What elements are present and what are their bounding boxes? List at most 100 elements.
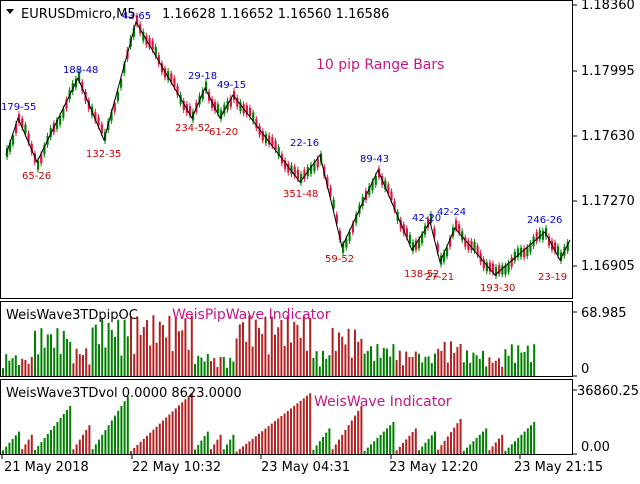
histogram-bar [245, 443, 248, 454]
histogram-bar [360, 406, 363, 454]
histogram-bar [354, 415, 356, 454]
histogram-bar [469, 362, 472, 376]
range-bar [71, 83, 74, 93]
wave-label-up: 188-48 [63, 65, 98, 76]
histogram-bar [446, 362, 449, 376]
histogram-bar [354, 329, 356, 376]
histogram-bar [46, 434, 49, 454]
range-bar [332, 199, 335, 209]
histogram-bar [27, 439, 30, 454]
histogram-bar [280, 319, 283, 376]
range-bar [374, 175, 377, 185]
histogram-bar [264, 316, 267, 376]
histogram-bar [283, 345, 286, 376]
wave-label-up: 22-16 [290, 138, 319, 149]
histogram-bar [78, 354, 81, 376]
histogram-bar [376, 438, 379, 454]
histogram-bar [69, 406, 72, 454]
pip-wave-panel[interactable]: WeisWave3TDpipOC WeisPipWave Indicator [0, 301, 573, 377]
histogram-bar [421, 362, 424, 376]
histogram-bar [117, 410, 120, 454]
histogram-bar [238, 448, 241, 454]
histogram-bar [302, 315, 305, 376]
histogram-bar [149, 345, 152, 376]
range-bar [248, 107, 252, 117]
range-bar [170, 73, 173, 83]
histogram-bar [203, 436, 206, 454]
pip-axis-zero-label: 0 [581, 362, 589, 377]
range-bar [287, 163, 290, 173]
histogram-bar [216, 439, 219, 454]
histogram-bar [357, 341, 360, 376]
histogram-bar [507, 447, 510, 454]
histogram-bar [318, 441, 321, 454]
histogram-bar [11, 439, 14, 454]
wave-label-down: 138-52 [404, 269, 439, 280]
time-label: 22 May 10:32 [132, 460, 221, 475]
histogram-bar [235, 451, 238, 454]
histogram-bar [514, 362, 516, 376]
chart-menu-triangle-icon[interactable] [6, 9, 14, 14]
histogram-bar [107, 322, 110, 376]
range-bar [507, 262, 510, 272]
range-bar [211, 98, 214, 108]
histogram-bar [37, 354, 40, 376]
range-bar [495, 267, 498, 277]
range-bar [501, 265, 504, 275]
range-bar [351, 223, 355, 233]
histogram-bar [517, 438, 520, 454]
price-axis[interactable]: 1.18360 1.17995 1.17630 1.17270 1.16905 [573, 0, 635, 274]
histogram-bar [85, 348, 88, 376]
histogram-bar [366, 447, 369, 454]
range-bar [258, 126, 261, 136]
volume-indicator-name: WeisWave3TDvol 0.0000 8623.0000 [6, 386, 242, 401]
histogram-bar [181, 402, 184, 454]
histogram-bar [27, 363, 30, 376]
range-bar [55, 119, 59, 129]
range-bar [116, 91, 119, 101]
time-axis[interactable]: 21 May 2018 22 May 10:32 23 May 04:31 23… [1, 455, 603, 475]
histogram-bar [136, 316, 139, 376]
histogram-bar [475, 355, 478, 376]
range-bar [405, 228, 409, 238]
histogram-bar [485, 428, 488, 454]
histogram-bar [434, 431, 436, 454]
histogram-bar [507, 355, 510, 376]
range-bar [449, 237, 452, 247]
histogram-bar [466, 447, 468, 454]
histogram-bar [482, 431, 484, 454]
histogram-bar [459, 344, 462, 376]
histogram-bar [8, 360, 11, 376]
range-bar [59, 115, 62, 125]
histogram-bar [411, 356, 414, 376]
histogram-bar [456, 347, 459, 376]
histogram-bar [427, 356, 430, 376]
histogram-bar [152, 429, 155, 454]
histogram-bar [504, 450, 507, 454]
range-bar [252, 112, 255, 122]
histogram-bar [258, 433, 260, 454]
histogram-bar [472, 441, 475, 454]
histogram-bar [194, 364, 196, 376]
histogram-bar [370, 346, 372, 376]
histogram-bar [306, 395, 308, 454]
histogram-bar [530, 362, 532, 376]
histogram-bar [475, 438, 478, 454]
volume-wave-panel[interactable]: WeisWave3TDvol 0.0000 8623.0000 WeisWave… [0, 379, 573, 455]
histogram-bar [142, 438, 145, 454]
histogram-bar [504, 349, 507, 376]
histogram-bar [386, 428, 388, 454]
range-bar [504, 265, 507, 275]
histogram-bar [88, 364, 91, 376]
range-bar [371, 181, 374, 191]
range-bar [526, 247, 529, 257]
histogram-bar [11, 358, 14, 376]
histogram-bar [379, 357, 382, 376]
histogram-bar [312, 357, 315, 376]
range-bar [538, 230, 541, 240]
histogram-bar [210, 361, 212, 376]
histogram-bar [75, 348, 78, 376]
range-bar [49, 128, 52, 138]
